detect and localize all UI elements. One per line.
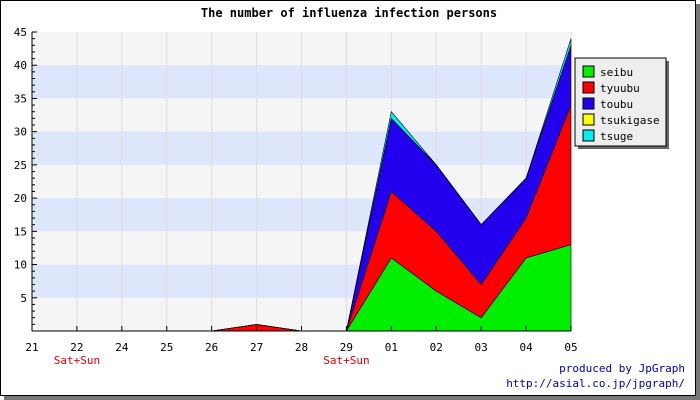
x-tick-label: 21 (25, 341, 38, 354)
x-tick-label: 29 (340, 341, 353, 354)
legend-swatch-tyuubu (582, 81, 595, 94)
x-tick-label: 28 (295, 341, 308, 354)
legend-label-seibu: seibu (600, 66, 633, 79)
y-tick-label: 40 (14, 59, 27, 72)
legend-swatch-seibu (582, 65, 595, 78)
legend-swatch-tsukigase (582, 113, 595, 126)
x-tick-sublabel: Sat+Sun (54, 354, 100, 367)
x-tick-label: 02 (430, 341, 443, 354)
area-series-tsuge (32, 38, 572, 332)
y-tick-label: 20 (14, 192, 27, 205)
y-tick-label: 30 (14, 126, 27, 139)
legend-label-tsukigase: tsukigase (600, 114, 660, 127)
credit-url[interactable]: http://asial.co.jp/jpgraph/ (506, 377, 685, 390)
y-tick-label: 25 (14, 159, 27, 172)
y-tick-label: 5 (20, 292, 27, 305)
x-tick-label: 03 (475, 341, 488, 354)
x-tick-label: 22 (70, 341, 83, 354)
legend-swatch-tsuge (582, 129, 595, 142)
x-tick-label: 26 (205, 341, 218, 354)
y-tick-label: 15 (14, 225, 27, 238)
x-tick-label: 24 (115, 341, 129, 354)
legend-label-tyuubu: tyuubu (600, 82, 640, 95)
stacked-area-chart: The number of influenza infection person… (14, 6, 669, 367)
x-tick-label: 01 (385, 341, 398, 354)
x-tick-sublabel: Sat+Sun (323, 354, 369, 367)
credit-produced-by: produced by JpGraph (559, 362, 685, 375)
legend-label-tsuge: tsuge (600, 130, 633, 143)
chart-title: The number of influenza infection person… (201, 6, 497, 20)
legend-swatch-toubu (582, 97, 595, 110)
x-tick-label: 04 (519, 341, 533, 354)
x-tick-label: 27 (250, 341, 263, 354)
y-tick-label: 10 (14, 259, 27, 272)
x-tick-label: 05 (564, 341, 577, 354)
y-tick-label: 45 (14, 26, 27, 39)
y-tick-label: 35 (14, 92, 27, 105)
x-tick-label: 25 (160, 341, 173, 354)
legend-label-toubu: toubu (600, 98, 633, 111)
